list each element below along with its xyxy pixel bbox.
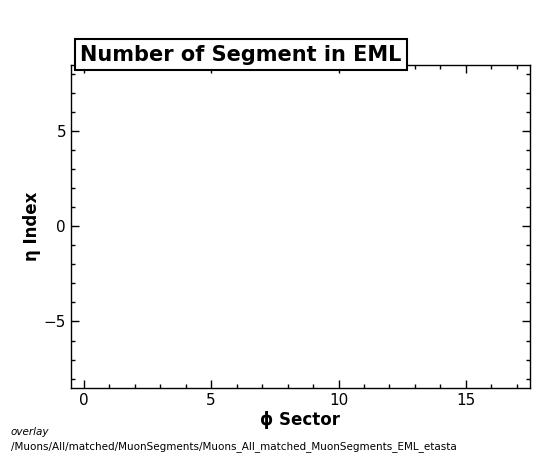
Text: overlay: overlay — [11, 427, 50, 438]
X-axis label: ϕ Sector: ϕ Sector — [260, 411, 340, 429]
Text: Number of Segment in EML: Number of Segment in EML — [80, 45, 401, 65]
Y-axis label: η Index: η Index — [23, 192, 41, 261]
Text: /Muons/All/matched/MuonSegments/Muons_All_matched_MuonSegments_EML_etasta: /Muons/All/matched/MuonSegments/Muons_Al… — [11, 441, 456, 452]
